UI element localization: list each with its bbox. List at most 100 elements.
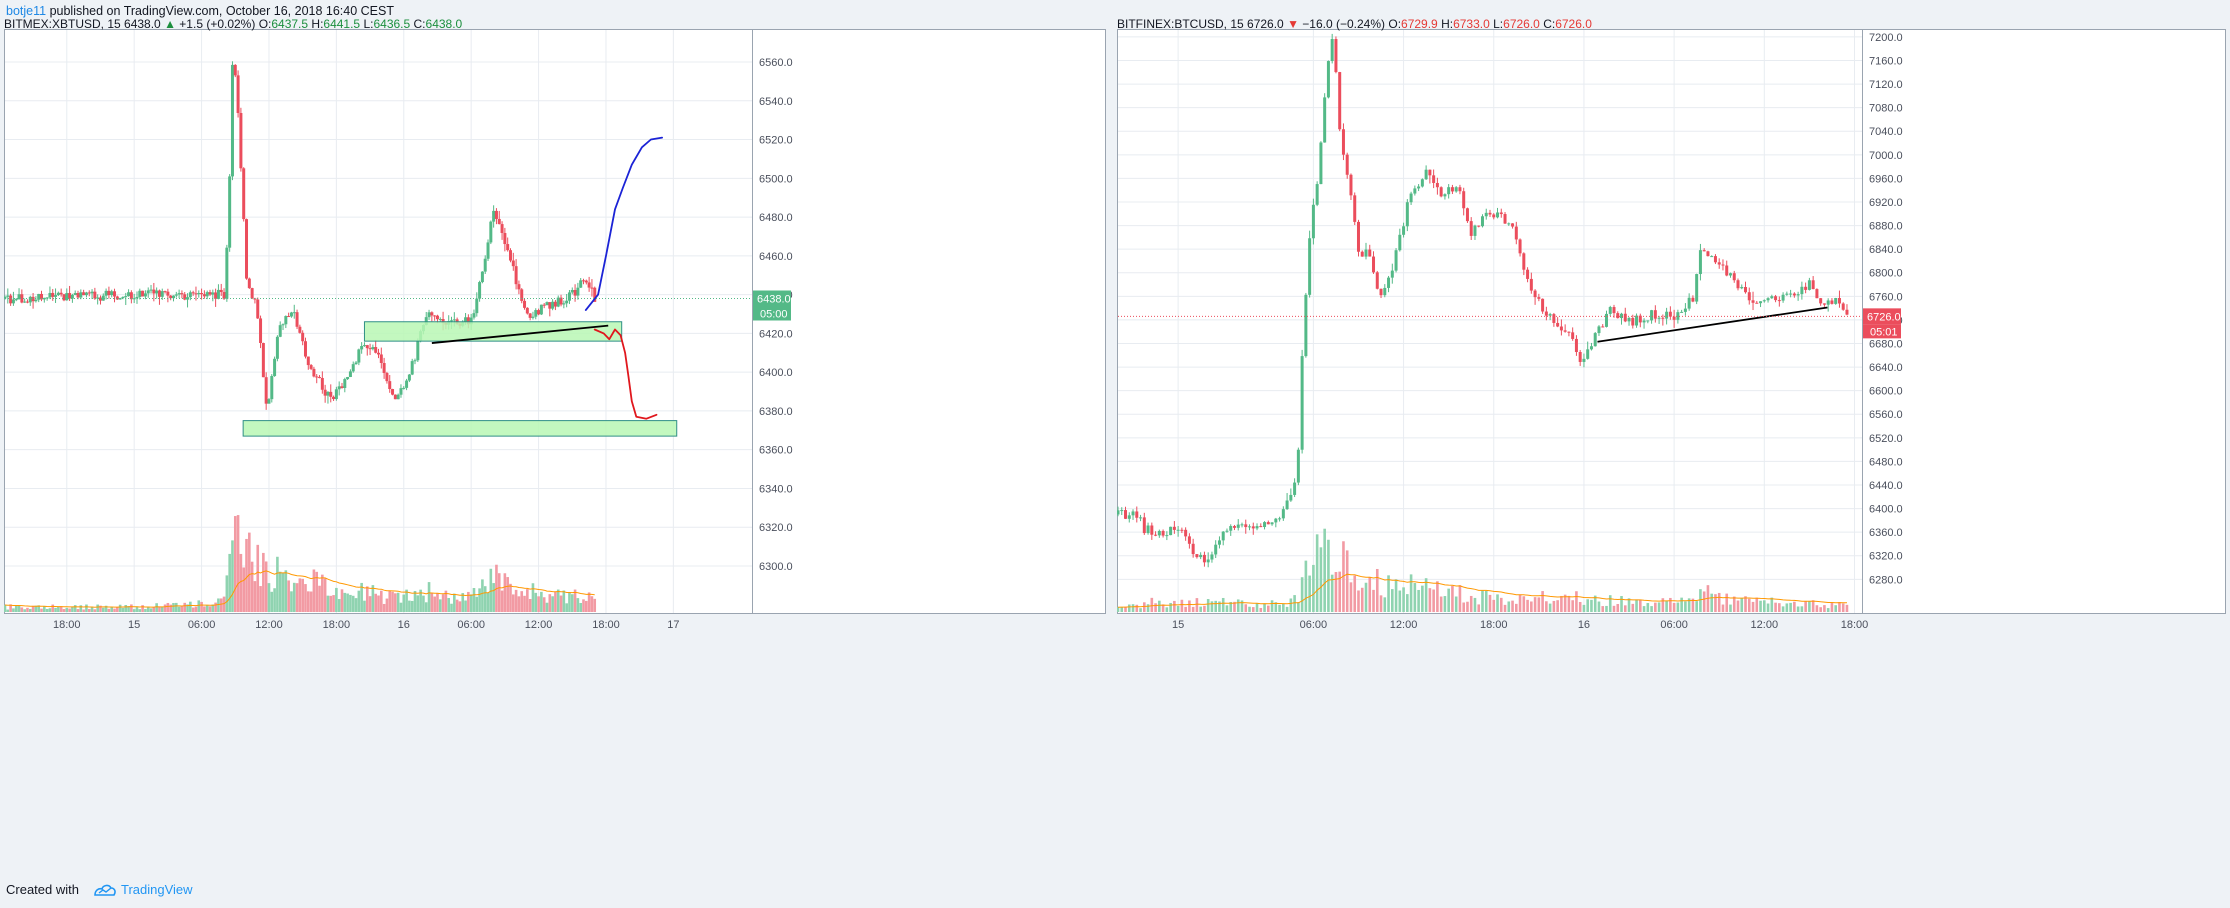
- volume-bar: [1492, 599, 1496, 612]
- volume-bar: [149, 608, 153, 612]
- volume-bar: [1684, 601, 1687, 612]
- candle-body: [1311, 204, 1315, 239]
- volume-bar: [1439, 596, 1443, 612]
- tradingview-brand-link[interactable]: TradingView: [120, 882, 193, 897]
- candle-body: [1394, 250, 1398, 271]
- volume-bar: [87, 608, 91, 612]
- volume-bar: [51, 604, 55, 612]
- candle-body: [1830, 300, 1834, 304]
- volume-bar: [528, 598, 532, 612]
- volume-bar: [1169, 602, 1172, 612]
- candle-body: [1732, 273, 1736, 281]
- volume-bar: [273, 588, 276, 612]
- candle-body: [340, 386, 344, 388]
- candle-body: [1142, 517, 1146, 534]
- volume-bar: [85, 604, 88, 612]
- volume-bar: [292, 582, 296, 612]
- volume-bar: [132, 609, 136, 612]
- low-label: L:: [1493, 19, 1503, 31]
- volume-bar: [500, 590, 504, 612]
- volume-bar: [1593, 595, 1597, 612]
- volume-bar: [332, 595, 335, 612]
- chart-panel-xbtusd[interactable]: BITMEX:XBTUSD, 15 6438.0 ▲ +1.5 (+0.02%)…: [4, 19, 1106, 879]
- y-tick-label: 6880.0: [1869, 221, 1903, 233]
- y-tick-label: 6480.0: [1869, 456, 1903, 468]
- last-price-label: 6726.0: [1867, 311, 1901, 323]
- volume-bar: [177, 606, 181, 612]
- candle-body: [1845, 309, 1849, 315]
- candle-body: [11, 299, 15, 304]
- volume-bar: [1447, 588, 1450, 612]
- candle-body: [1792, 293, 1796, 296]
- volume-bar: [23, 609, 26, 612]
- candle-body: [124, 296, 128, 298]
- volume-bar: [1214, 600, 1217, 612]
- candle-body: [1417, 186, 1421, 189]
- candle-body: [1800, 286, 1804, 295]
- volume-bar: [1702, 591, 1706, 612]
- candle-body: [1665, 311, 1669, 319]
- candle-body: [96, 297, 100, 299]
- volume-bar: [1747, 598, 1751, 612]
- candle-body: [1285, 500, 1289, 510]
- y-tick-label: 6460.0: [759, 251, 793, 263]
- symbol-name: BITMEX:XBTUSD, 15: [4, 19, 124, 31]
- candle-body: [391, 389, 395, 395]
- volume-bar: [208, 606, 212, 612]
- volume-bar: [593, 598, 597, 612]
- chart-panel-btcusd[interactable]: BITFINEX:BTCUSD, 15 6726.0 ▼ −16.0 (−0.2…: [1117, 19, 2226, 879]
- volume-bar: [506, 577, 509, 612]
- volume-bar: [1165, 607, 1169, 612]
- volume-bar: [1545, 601, 1548, 612]
- candle-body: [129, 292, 133, 300]
- volume-bar: [99, 605, 102, 612]
- volume-bar: [194, 606, 198, 612]
- volume-bar: [1421, 585, 1424, 612]
- volume-bar: [1590, 599, 1593, 612]
- volume-bar: [582, 599, 585, 612]
- volume-bar: [1503, 604, 1507, 612]
- volume-bar: [14, 605, 18, 612]
- volume-bar: [1838, 602, 1841, 612]
- candle-body: [430, 312, 434, 316]
- volume-bar: [1511, 600, 1514, 612]
- candle-body: [1834, 298, 1838, 304]
- volume-bar: [267, 583, 271, 612]
- volume-bar: [1267, 605, 1270, 612]
- candle-body: [25, 301, 29, 303]
- candle-body: [1593, 333, 1597, 347]
- candle-body: [261, 342, 265, 378]
- candle-body: [107, 290, 111, 296]
- author-link[interactable]: botje11: [6, 4, 47, 18]
- candle-body: [17, 294, 21, 300]
- tradingview-logo-icon[interactable]: [93, 883, 117, 897]
- chart-btcusd-svg[interactable]: BITFINEX:BTCUSD, 15 6726.0 ▼ −16.0 (−0.2…: [1117, 19, 2226, 879]
- volume-bar: [295, 583, 299, 612]
- candle-body: [539, 304, 543, 315]
- chart-xbtusd-svg[interactable]: BITMEX:XBTUSD, 15 6438.0 ▲ +1.5 (+0.02%)…: [4, 19, 1106, 879]
- candle-body: [531, 316, 535, 318]
- y-tick-label: 7120.0: [1869, 79, 1903, 91]
- candle-body: [1691, 297, 1695, 302]
- candle-body: [1454, 187, 1458, 192]
- volume-bar: [1552, 600, 1556, 612]
- candle-body: [194, 293, 198, 295]
- volume-bar: [141, 605, 144, 612]
- volume-bar: [1176, 605, 1180, 612]
- candle-body: [1676, 312, 1680, 320]
- candle-body: [573, 289, 577, 296]
- candle-body: [1319, 142, 1323, 185]
- candle-body: [1826, 300, 1830, 305]
- candle-body: [1781, 294, 1785, 301]
- volume-bar: [1717, 592, 1721, 612]
- candle-body: [1360, 251, 1364, 257]
- candle-body: [65, 293, 69, 301]
- candle-body: [166, 291, 170, 296]
- candle-body: [435, 315, 439, 320]
- last-price-label: 6438.0: [757, 293, 791, 305]
- volume-bar: [335, 587, 338, 612]
- volume-bar: [1639, 599, 1642, 612]
- volume-bar: [1135, 604, 1139, 612]
- candle-body: [1777, 300, 1781, 302]
- candle-body: [1759, 301, 1763, 304]
